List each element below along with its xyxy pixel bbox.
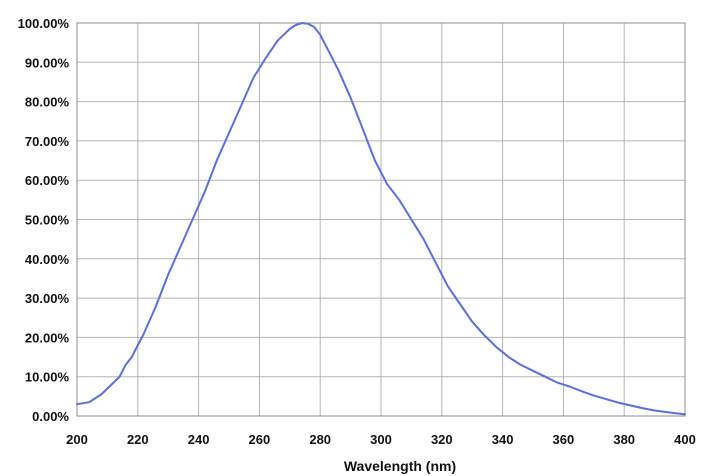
x-tick-label: 320: [431, 432, 453, 447]
x-axis-title: Wavelength (nm): [344, 458, 456, 474]
x-tick-label: 220: [127, 432, 149, 447]
x-tick-label: 260: [249, 432, 271, 447]
x-axis-tick-labels: 200 220 240 260 280 300 320 340 360 380 400: [66, 432, 696, 447]
y-tick-label: 100.00%: [18, 16, 70, 31]
x-tick-label: 300: [370, 432, 392, 447]
x-tick-label: 400: [674, 432, 696, 447]
y-tick-label: 30.00%: [25, 291, 70, 306]
y-tick-label: 0.00%: [32, 409, 69, 424]
plot-area-frame: [76, 22, 686, 417]
y-axis-tick-labels: 0.00% 10.00% 20.00% 30.00% 40.00% 50.00% 60.00…: [18, 16, 70, 424]
y-tick-label: 10.00%: [25, 370, 70, 385]
y-tick-label: 40.00%: [25, 252, 70, 267]
y-tick-label: 70.00%: [25, 134, 70, 149]
x-tick-label: 280: [309, 432, 331, 447]
x-tick-label: 200: [66, 432, 88, 447]
x-tick-label: 340: [492, 432, 514, 447]
y-tick-label: 80.00%: [25, 95, 70, 110]
y-tick-label: 20.00%: [25, 330, 70, 345]
x-tick-label: 360: [553, 432, 575, 447]
y-tick-label: 50.00%: [25, 213, 70, 228]
series-layer: [76, 22, 686, 416]
series-line-0: [76, 22, 686, 416]
y-tick-label: 90.00%: [25, 55, 70, 70]
x-tick-label: 380: [613, 432, 635, 447]
y-tick-label: 60.00%: [25, 173, 70, 188]
x-tick-label: 240: [188, 432, 210, 447]
